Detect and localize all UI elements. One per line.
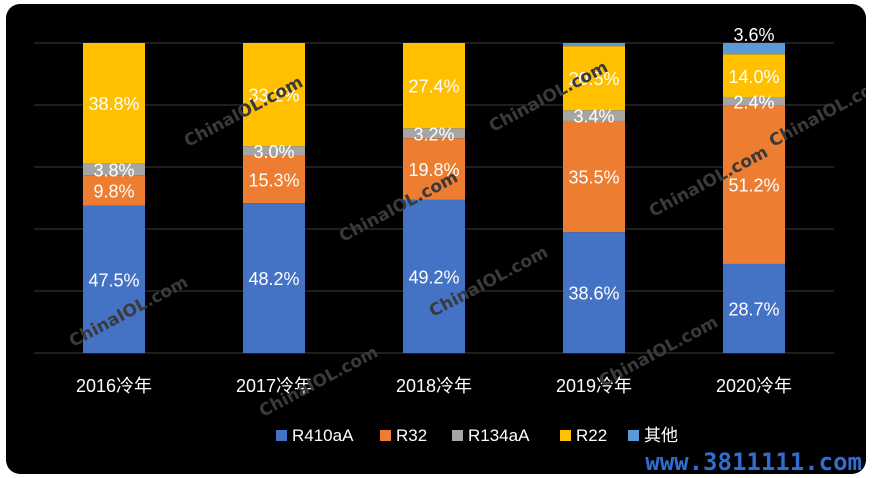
bar-segment-R32-2018冷年 bbox=[403, 138, 465, 200]
data-label: 19.8% bbox=[408, 160, 459, 180]
bar-segment-R134aA-2020冷年 bbox=[723, 97, 785, 106]
legend-label: 其他 bbox=[644, 426, 678, 445]
data-label: 9.8% bbox=[93, 181, 134, 201]
legend-swatch bbox=[628, 430, 639, 441]
category-label: 2020冷年 bbox=[716, 376, 792, 396]
legend-swatch bbox=[380, 430, 391, 441]
bar-segment-R22-2016冷年 bbox=[83, 43, 145, 164]
data-label: 3.6% bbox=[733, 25, 774, 45]
bar-segment-其他-2020冷年 bbox=[723, 43, 785, 55]
data-label: 3.0% bbox=[253, 142, 294, 162]
category-axis-labels: 2016冷年 2017冷年 2018冷年 2019冷年 2020冷年 bbox=[76, 376, 792, 396]
chart-panel: 47.5% 9.8% 3.8% 38.8% 48.2% 15.3% 3.0% 33.2% 49.… bbox=[6, 4, 866, 474]
data-label: 27.4% bbox=[408, 77, 459, 97]
bar-segment-R32-2016冷年 bbox=[83, 175, 145, 206]
data-label: 3.2% bbox=[413, 124, 454, 144]
data-label: 47.5% bbox=[88, 270, 139, 290]
legend-swatch bbox=[560, 430, 571, 441]
bar-segment-R22-2018冷年 bbox=[403, 43, 465, 129]
data-label: 15.3% bbox=[248, 170, 299, 190]
data-label: 38.6% bbox=[568, 284, 619, 304]
bar-segment-其他-2019冷年 bbox=[563, 43, 625, 47]
data-label: 33.2% bbox=[248, 86, 299, 106]
bar-segment-R32-2017冷年 bbox=[243, 155, 305, 204]
data-label: 3.8% bbox=[93, 160, 134, 180]
bar-segment-R32-2020冷年 bbox=[723, 105, 785, 264]
legend-label: R22 bbox=[576, 426, 607, 445]
data-label: 2.4% bbox=[733, 92, 774, 112]
data-label: 3.4% bbox=[573, 107, 614, 127]
data-label: 51.2% bbox=[728, 176, 779, 196]
data-label-layer: 47.5% 9.8%3.8% 38.8% 48.2% 15.3% 3.0% 33.2% 49.… bbox=[88, 25, 779, 319]
bar-segment-R134aA-2017冷年 bbox=[243, 146, 305, 156]
legend: R410aA R32 R134aA R22 其他 bbox=[276, 426, 678, 445]
data-label: 14.0% bbox=[728, 67, 779, 87]
data-label: 28.7% bbox=[728, 299, 779, 319]
data-label: 48.2% bbox=[248, 269, 299, 289]
legend-swatch bbox=[276, 430, 287, 441]
legend-label: R410aA bbox=[292, 426, 354, 445]
bar-segment-R410aA-2019冷年 bbox=[563, 232, 625, 353]
category-label: 2019冷年 bbox=[556, 376, 632, 396]
bar-segment-R410aA-2017冷年 bbox=[243, 203, 305, 353]
bar-segment-R410aA-2020冷年 bbox=[723, 263, 785, 353]
bar-segment-R22-2020冷年 bbox=[723, 54, 785, 98]
category-label: 2017冷年 bbox=[236, 376, 312, 396]
data-label: 49.2% bbox=[408, 267, 459, 287]
bar-segment-R32-2019冷年 bbox=[563, 120, 625, 233]
bar-segment-R22-2019冷年 bbox=[563, 46, 625, 111]
bar-segment-R134aA-2019冷年 bbox=[563, 110, 625, 121]
bar-segment-R134aA-2018冷年 bbox=[403, 128, 465, 139]
legend-swatch bbox=[452, 430, 463, 441]
data-label: 38.8% bbox=[88, 94, 139, 114]
legend-label: R134aA bbox=[468, 426, 530, 445]
bar-segment-R134aA-2016冷年 bbox=[83, 163, 145, 176]
bar-segment-R22-2017冷年 bbox=[243, 43, 305, 147]
bar-segment-R410aA-2016冷年 bbox=[83, 205, 145, 353]
data-label: 35.5% bbox=[568, 168, 619, 188]
category-label: 2016冷年 bbox=[76, 376, 152, 396]
category-label: 2018冷年 bbox=[396, 376, 472, 396]
bar-layer bbox=[83, 43, 785, 353]
stacked-bar-chart: 47.5% 9.8%3.8% 38.8% 48.2% 15.3% 3.0% 33.2% 49.… bbox=[34, 25, 834, 445]
site-watermark: www.3811111.com bbox=[645, 448, 862, 476]
data-label: 20.5% bbox=[568, 69, 619, 89]
legend-label: R32 bbox=[396, 426, 427, 445]
bar-segment-R410aA-2018冷年 bbox=[403, 199, 465, 353]
